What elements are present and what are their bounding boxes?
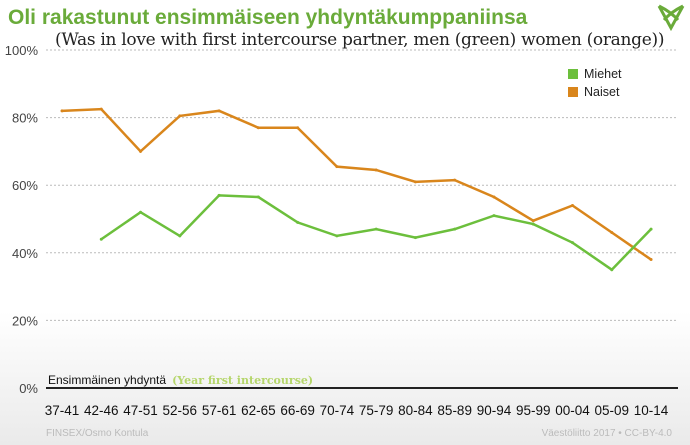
x-tick-label: 90-94 — [477, 403, 512, 418]
data-point — [178, 114, 182, 118]
data-point — [531, 222, 535, 226]
x-tick-label: 10-14 — [634, 403, 669, 418]
data-point — [256, 126, 260, 130]
x-axis-title: Ensimmäinen yhdyntä (Year first intercour… — [48, 373, 313, 387]
x-tick-label: 52-56 — [163, 403, 198, 418]
data-point — [492, 195, 496, 199]
data-point — [335, 234, 339, 238]
x-tick-label: 05-09 — [595, 403, 630, 418]
y-tick-label: 40% — [12, 246, 38, 261]
data-point — [571, 203, 575, 207]
x-axis-label: Ensimmäinen yhdyntä — [48, 373, 167, 387]
data-point — [99, 237, 103, 241]
y-tick-label: 60% — [12, 178, 38, 193]
data-point — [413, 180, 417, 184]
x-tick-label: 37-41 — [45, 403, 80, 418]
data-point — [139, 149, 143, 153]
legend-label: Naiset — [584, 85, 620, 99]
series-line-naiset — [61, 107, 652, 261]
x-tick-label: 75-79 — [359, 403, 394, 418]
legend-swatch — [568, 69, 578, 79]
data-point — [374, 227, 378, 231]
x-tick-label: 95-99 — [516, 403, 551, 418]
x-tick-label: 70-74 — [320, 403, 355, 418]
data-point — [139, 210, 143, 214]
chart-subtitle: (Was in love with first intercourse part… — [55, 30, 665, 50]
x-tick-label: 57-61 — [202, 403, 237, 418]
x-tick-label: 85-89 — [437, 403, 472, 418]
data-point — [335, 165, 339, 169]
data-point — [453, 178, 457, 182]
data-point — [531, 219, 535, 223]
data-point — [217, 193, 221, 197]
data-point — [649, 258, 653, 262]
legend-swatch — [568, 87, 578, 97]
data-point — [99, 107, 103, 111]
data-point — [296, 220, 300, 224]
vaestoliitto-logo-icon — [657, 4, 685, 32]
x-axis-label-translation: (Year first intercourse) — [172, 374, 314, 387]
y-tick-label: 80% — [12, 111, 38, 126]
data-point — [610, 268, 614, 272]
data-point — [217, 109, 221, 113]
data-point — [649, 227, 653, 231]
license-credit: Väestöliitto 2017 • CC-BY-4.0 — [541, 428, 672, 439]
data-point — [256, 195, 260, 199]
data-point — [60, 109, 64, 113]
legend-label: Miehet — [584, 67, 622, 81]
x-tick-label: 80-84 — [398, 403, 433, 418]
data-point — [296, 126, 300, 130]
source-credit: FINSEX/Osmo Kontula — [46, 428, 149, 439]
data-point — [374, 168, 378, 172]
data-point — [413, 236, 417, 240]
y-tick-label: 0% — [19, 381, 38, 396]
data-point — [492, 214, 496, 218]
chart-title: Oli rakastunut ensimmäiseen yhdyntäkumpp… — [8, 6, 528, 29]
x-tick-label: 62-65 — [241, 403, 276, 418]
x-tick-label: 42-46 — [84, 403, 119, 418]
y-tick-label: 100% — [5, 43, 39, 58]
x-tick-label: 47-51 — [123, 403, 158, 418]
x-tick-label: 66-69 — [280, 403, 315, 418]
data-point — [610, 231, 614, 235]
data-point — [178, 234, 182, 238]
x-tick-label: 00-04 — [555, 403, 590, 418]
data-point — [571, 241, 575, 245]
data-point — [453, 227, 457, 231]
y-tick-label: 20% — [12, 313, 38, 328]
